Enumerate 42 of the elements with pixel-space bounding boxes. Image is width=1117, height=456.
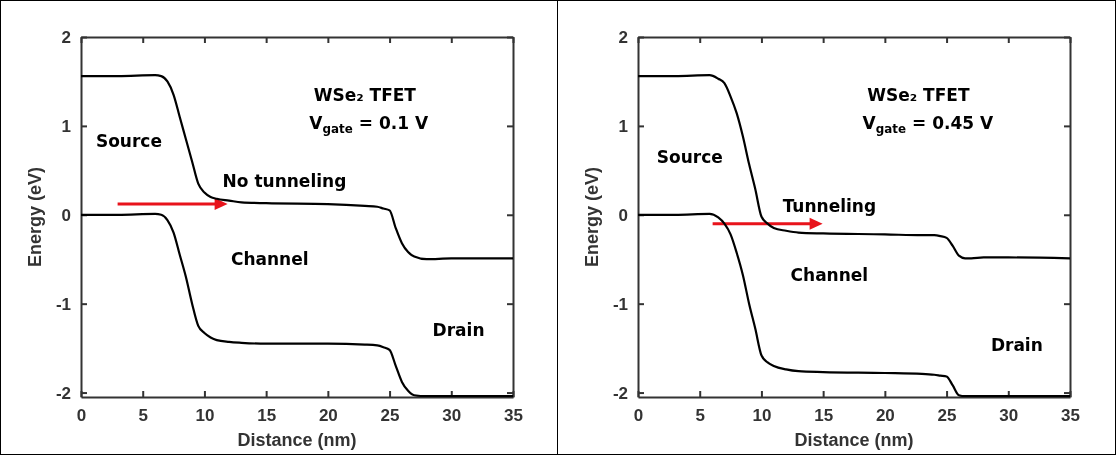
y-tick-label: -1 — [612, 294, 628, 314]
x-tick-label: 5 — [695, 406, 705, 426]
y-tick-label: 0 — [618, 205, 628, 225]
x-tick-label: 0 — [633, 406, 644, 426]
x-tick-label: 30 — [999, 406, 1019, 426]
annotation: Source — [95, 131, 162, 152]
x-tick-label: 15 — [814, 406, 834, 426]
y-tick-label: -2 — [55, 383, 71, 403]
annotation: Drain — [432, 320, 485, 341]
annotation: Tunneling — [782, 195, 877, 216]
y-tick-label: 1 — [61, 116, 71, 136]
annotation: V$_{gate}$ = 0.1 V — [309, 113, 429, 136]
annotation: Channel — [790, 265, 869, 286]
annotation: WSe₂ TFET — [313, 84, 417, 105]
x-tick-label: 10 — [752, 406, 772, 426]
x-tick-label: 0 — [76, 406, 87, 426]
y-tick-label: 1 — [618, 116, 628, 136]
annotation: Source — [656, 146, 723, 167]
x-tick-label: 5 — [138, 406, 148, 426]
x-tick-label: 30 — [442, 406, 462, 426]
x-tick-label: 10 — [195, 406, 215, 426]
y-axis-title: Energy (eV) — [582, 166, 602, 268]
y-tick-label: -1 — [55, 294, 71, 314]
annotation: No tunneling — [222, 170, 347, 191]
annotation: WSe₂ TFET — [867, 84, 970, 105]
x-tick-label: 20 — [875, 406, 895, 426]
x-tick-label: 20 — [318, 406, 338, 426]
x-axis-title: Distance (nm) — [794, 430, 914, 450]
x-tick-label: 25 — [937, 406, 957, 426]
y-tick-label: 2 — [61, 27, 71, 47]
y-axis-title: Energy (eV) — [25, 166, 45, 268]
x-tick-label: 25 — [380, 406, 400, 426]
annotation: Drain — [990, 335, 1043, 356]
x-tick-label: 15 — [257, 406, 277, 426]
y-tick-label: 2 — [618, 27, 628, 47]
x-axis-title: Distance (nm) — [237, 430, 357, 450]
annotation: Channel — [230, 249, 309, 270]
annotation: V$_{gate}$ = 0.45 V — [862, 113, 994, 136]
y-tick-label: 0 — [61, 205, 71, 225]
x-tick-label: 35 — [504, 406, 523, 426]
y-tick-label: -2 — [612, 383, 628, 403]
x-tick-label: 35 — [1061, 406, 1080, 426]
